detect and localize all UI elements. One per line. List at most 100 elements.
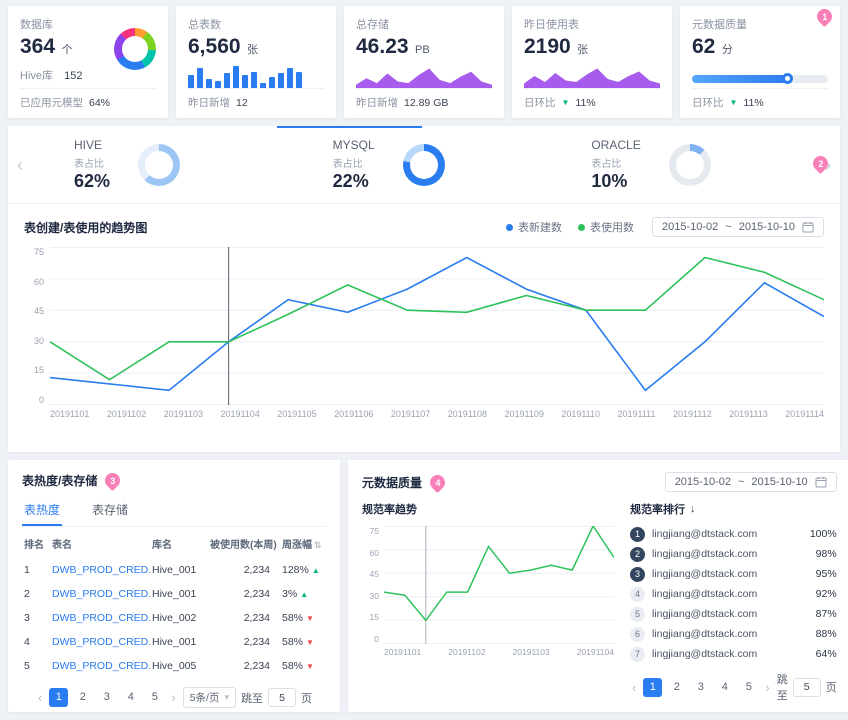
stat-card-footer: 昨日新增 12.89 GB xyxy=(356,89,492,110)
stat-card-label: 元数据质量 xyxy=(692,19,747,31)
db-tab-mysql[interactable]: MYSQL 表占比 22% xyxy=(276,126,554,203)
stat-card-label: 总表数 xyxy=(188,19,221,31)
ranking-row: 7 lingjiang@dtstack.com 64% xyxy=(630,644,837,664)
page-button-5[interactable]: 5 xyxy=(745,680,752,693)
page-button-4[interactable]: 4 xyxy=(127,691,134,703)
compliance-trend-section: 规范率趋势 75 60 45 30 15 0 xyxy=(362,501,614,703)
next-page-button[interactable]: › xyxy=(171,690,176,705)
header-usage-count: 被使用数(本周) xyxy=(210,540,277,551)
pin-number: 4 xyxy=(435,477,441,488)
rank-user-email: lingjiang@dtstack.com xyxy=(652,528,758,540)
legend-new-tables[interactable]: 表新建数 xyxy=(506,219,562,235)
db-tab-oracle[interactable]: ORACLE 表占比 10% xyxy=(553,126,812,203)
hive-db-value: 152 xyxy=(64,70,83,82)
next-page-button[interactable]: › xyxy=(765,679,770,695)
y-tick: 30 xyxy=(369,590,379,601)
bar xyxy=(215,80,221,88)
table-name-link[interactable]: DWB_PROD_CRED... xyxy=(52,636,150,648)
cell-rank: 1 xyxy=(24,564,30,576)
page-button-4[interactable]: 4 xyxy=(721,680,728,693)
cell-table-name: DWB_PROD_CRED... xyxy=(50,558,150,582)
stat-value-number: 46.23 xyxy=(356,35,409,58)
prev-page-button[interactable]: ‹ xyxy=(38,690,43,705)
y-tick: 60 xyxy=(369,547,379,558)
sort-desc-icon[interactable]: ↓ xyxy=(690,503,696,515)
footer-value: 12.89 GB xyxy=(404,96,449,109)
calendar-icon xyxy=(802,222,814,233)
trend-arrow-icon: ▼ xyxy=(306,638,314,647)
stat-value-unit: 个 xyxy=(61,44,73,56)
page-button-3[interactable]: 3 xyxy=(103,691,110,703)
divider xyxy=(524,88,660,89)
divider xyxy=(692,88,828,89)
page-button-2[interactable]: 2 xyxy=(673,680,680,693)
db-percentage: 22% xyxy=(332,170,369,191)
page-size-select[interactable]: 5条/页 ▾ xyxy=(182,687,236,708)
stat-card-value: 2190 张 xyxy=(524,35,660,59)
db-name: HIVE xyxy=(74,137,103,152)
db-metric-label: 表占比 xyxy=(332,158,363,170)
date-start: 2015-10-02 xyxy=(662,221,719,233)
carousel-left-arrow[interactable]: ‹ xyxy=(17,154,23,175)
x-tick: 20191109 xyxy=(504,409,544,419)
date-end: 2015-10-10 xyxy=(751,476,808,488)
metadata-quality-card: 元数据质量 4 2015-10-02 ~ 2015-10-10 规范率趋势 xyxy=(348,460,848,712)
stat-value-number: 62 xyxy=(692,35,716,58)
trend-arrow-icon: ▲ xyxy=(311,566,320,575)
stat-card-label: 数据库 xyxy=(20,19,53,31)
stat-card-value: 62 分 xyxy=(692,35,828,59)
db-info: ORACLE 表占比 10% xyxy=(591,138,640,192)
jump-page-input[interactable] xyxy=(792,677,821,697)
quality-score-progress-bar xyxy=(692,73,828,84)
tab-table-heat[interactable]: 表热度 xyxy=(22,494,63,526)
ranking-row: 2 lingjiang@dtstack.com 98% xyxy=(630,544,837,564)
cell-table-name: DWB_PROD_CRED... xyxy=(50,606,150,630)
header-week-change-label: 周涨幅 xyxy=(282,540,312,551)
quality-card-body: 规范率趋势 75 60 45 30 15 0 xyxy=(362,501,837,703)
cell-rank: 3 xyxy=(24,612,30,624)
table-name-link[interactable]: DWB_PROD_CRED... xyxy=(52,660,150,672)
cell-week-change: 128% ▲ xyxy=(280,558,326,582)
page-button-5[interactable]: 5 xyxy=(151,691,158,703)
quality-card-header: 元数据质量 4 2015-10-02 ~ 2015-10-10 xyxy=(362,471,837,493)
pin-number: 1 xyxy=(821,11,828,22)
date-range-picker[interactable]: 2015-10-02 ~ 2015-10-10 xyxy=(664,472,837,492)
table-name-link[interactable]: DWB_PROD_CRED... xyxy=(52,588,150,600)
date-range-picker[interactable]: 2015-10-02 ~ 2015-10-10 xyxy=(652,217,824,237)
x-tick: 20191113 xyxy=(729,409,768,419)
table-name-link[interactable]: DWB_PROD_CRED... xyxy=(52,612,150,624)
ranking-title: 规范率排行 xyxy=(630,504,685,516)
jump-page-input[interactable] xyxy=(267,688,296,707)
header-db-name: 库名 xyxy=(152,540,172,551)
rank-user-email: lingjiang@dtstack.com xyxy=(652,648,758,660)
quality-y-axis: 75 60 45 30 15 0 xyxy=(362,526,384,644)
x-tick: 20191104 xyxy=(576,647,614,657)
y-tick: 30 xyxy=(33,335,44,346)
legend-label: 表使用数 xyxy=(590,222,634,234)
trend-arrow-icon: ▼ xyxy=(306,614,314,623)
tab-table-storage[interactable]: 表存储 xyxy=(92,503,129,517)
legend-used-tables[interactable]: 表使用数 xyxy=(578,219,634,235)
page-button-1[interactable]: 1 xyxy=(643,677,663,697)
page-button-3[interactable]: 3 xyxy=(697,680,704,693)
y-tick: 15 xyxy=(369,612,379,623)
x-tick: 20191101 xyxy=(384,647,422,657)
stat-card-footer: 昨日新增 12 xyxy=(188,89,324,110)
legend-dot-green xyxy=(578,223,585,231)
bar xyxy=(296,71,302,88)
page-button-2[interactable]: 2 xyxy=(79,691,86,703)
table-name-link[interactable]: DWB_PROD_CRED... xyxy=(52,564,150,576)
rank-percentage: 64% xyxy=(815,648,837,660)
footer-label: 已应用元模型 xyxy=(20,97,83,109)
db-type-carousel: ‹ HIVE 表占比 62% MYSQL 表占比 22% ORACLE 表占比 … xyxy=(8,126,840,204)
sort-icon[interactable]: ⇅ xyxy=(314,540,322,550)
db-tab-hive[interactable]: HIVE 表占比 62% xyxy=(36,126,295,203)
rank-badge: 2 xyxy=(630,546,645,562)
prev-page-button[interactable]: ‹ xyxy=(632,679,637,695)
stat-card-footer: 日环比 ▼ 11% xyxy=(524,89,660,110)
stat-card-tables-used-yesterday: 昨日使用表 2190 张 日环比 ▼ 11% xyxy=(512,6,672,118)
x-tick: 20191114 xyxy=(785,409,824,419)
db-percentage: 62% xyxy=(74,170,111,191)
page-button-1[interactable]: 1 xyxy=(49,688,69,707)
usage-area-sparkline xyxy=(524,68,660,88)
